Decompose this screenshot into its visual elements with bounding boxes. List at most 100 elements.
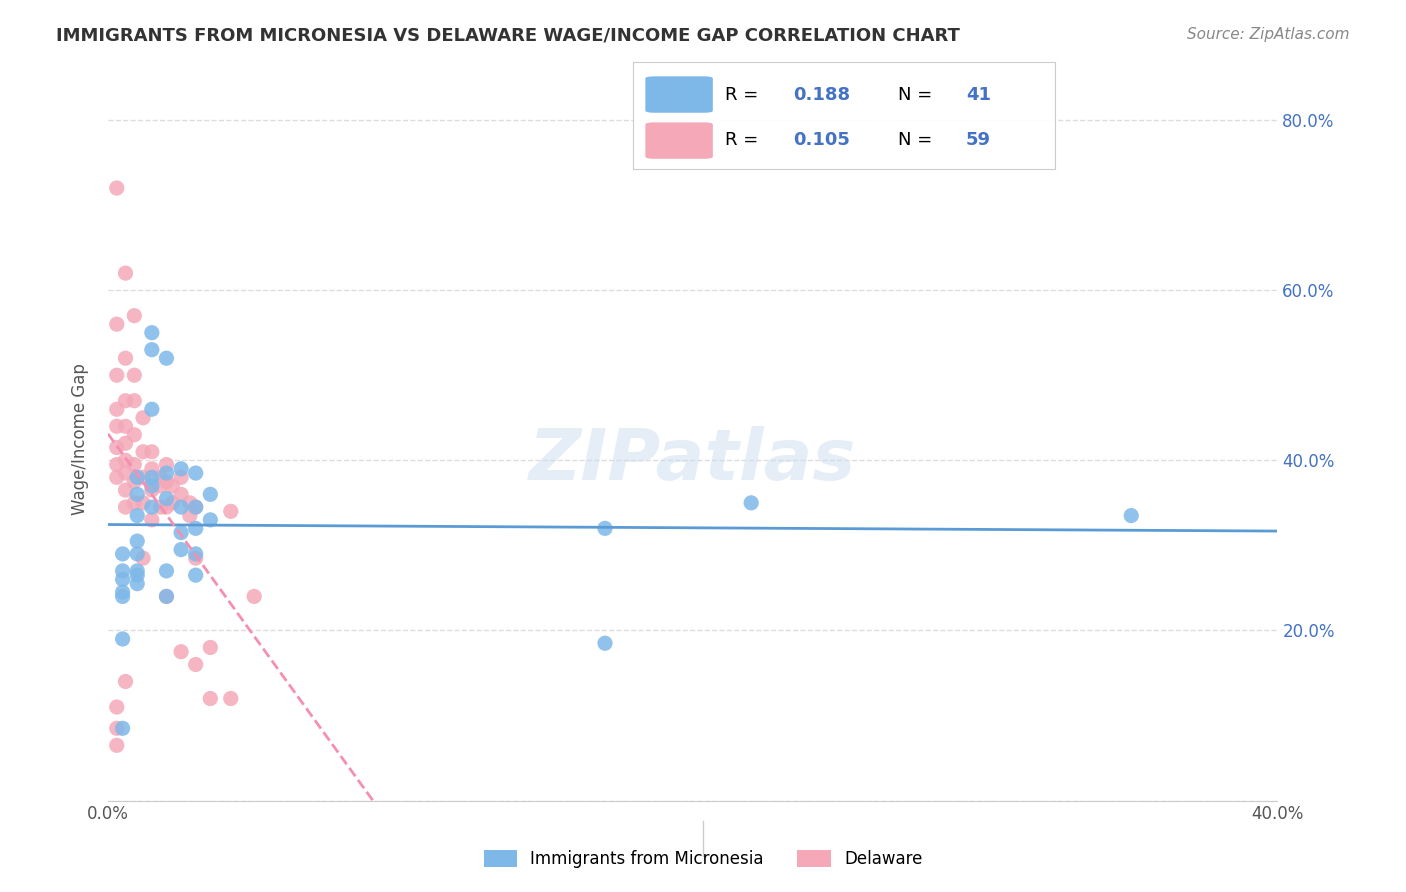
Point xyxy=(111,585,134,599)
Point xyxy=(114,674,136,689)
Point xyxy=(141,500,163,514)
Point xyxy=(127,508,149,523)
Point xyxy=(184,657,207,672)
Point xyxy=(155,590,177,604)
Point xyxy=(155,500,177,514)
Text: 59: 59 xyxy=(966,130,991,148)
Point xyxy=(155,475,177,489)
Point xyxy=(127,470,149,484)
Point xyxy=(162,479,184,493)
Point xyxy=(200,640,222,655)
Point xyxy=(114,466,136,480)
Point xyxy=(127,568,149,582)
Point xyxy=(105,317,128,331)
Point xyxy=(149,479,172,493)
Point xyxy=(105,181,128,195)
Point xyxy=(200,513,222,527)
Point xyxy=(105,402,128,417)
Point xyxy=(111,632,134,646)
Point xyxy=(132,410,155,425)
FancyBboxPatch shape xyxy=(645,122,713,159)
Point xyxy=(141,483,163,497)
Text: N =: N = xyxy=(898,86,938,103)
Point xyxy=(141,444,163,458)
Text: R =: R = xyxy=(725,130,765,148)
Text: IMMIGRANTS FROM MICRONESIA VS DELAWARE WAGE/INCOME GAP CORRELATION CHART: IMMIGRANTS FROM MICRONESIA VS DELAWARE W… xyxy=(56,27,960,45)
Point xyxy=(740,496,762,510)
Point xyxy=(132,496,155,510)
Point xyxy=(184,547,207,561)
Point xyxy=(155,466,177,480)
Point xyxy=(1121,508,1143,523)
Point xyxy=(124,427,146,442)
Point xyxy=(170,525,193,540)
Point xyxy=(200,691,222,706)
Point xyxy=(184,466,207,480)
Y-axis label: Wage/Income Gap: Wage/Income Gap xyxy=(72,363,89,515)
Point xyxy=(124,393,146,408)
Point xyxy=(141,343,163,357)
Point xyxy=(170,500,193,514)
Text: Source: ZipAtlas.com: Source: ZipAtlas.com xyxy=(1187,27,1350,42)
Point xyxy=(593,521,616,535)
Point xyxy=(184,568,207,582)
Point xyxy=(184,500,207,514)
Point xyxy=(114,266,136,280)
Point xyxy=(149,470,172,484)
Point xyxy=(124,475,146,489)
Point xyxy=(170,645,193,659)
Point xyxy=(114,436,136,450)
Point xyxy=(219,504,242,518)
Point xyxy=(170,487,193,501)
Text: 0.188: 0.188 xyxy=(793,86,851,103)
Text: 0.105: 0.105 xyxy=(793,130,849,148)
Point xyxy=(124,368,146,383)
Point xyxy=(184,551,207,566)
Point xyxy=(184,500,207,514)
Point xyxy=(593,636,616,650)
Point xyxy=(124,309,146,323)
Point xyxy=(170,462,193,476)
Point xyxy=(141,326,163,340)
Point xyxy=(111,721,134,735)
Point xyxy=(105,368,128,383)
Point xyxy=(127,487,149,501)
Point xyxy=(155,491,177,506)
Text: R =: R = xyxy=(725,86,765,103)
Point xyxy=(105,470,128,484)
Point xyxy=(111,547,134,561)
Point xyxy=(114,351,136,366)
Point xyxy=(105,419,128,434)
Text: N =: N = xyxy=(898,130,938,148)
Point xyxy=(127,534,149,549)
Point xyxy=(170,542,193,557)
Point xyxy=(179,508,201,523)
Point xyxy=(124,496,146,510)
Point xyxy=(162,496,184,510)
Point xyxy=(141,462,163,476)
Point xyxy=(243,590,266,604)
Point xyxy=(127,576,149,591)
Point xyxy=(132,551,155,566)
Point xyxy=(105,700,128,714)
Point xyxy=(179,496,201,510)
Point xyxy=(219,691,242,706)
Point xyxy=(155,564,177,578)
Point xyxy=(114,419,136,434)
Point xyxy=(200,487,222,501)
Point xyxy=(114,393,136,408)
Point xyxy=(114,500,136,514)
Point xyxy=(141,470,163,484)
Point xyxy=(149,500,172,514)
Point xyxy=(105,721,128,735)
Point xyxy=(132,444,155,458)
Point xyxy=(132,470,155,484)
Point xyxy=(114,483,136,497)
Point xyxy=(141,402,163,417)
Point xyxy=(155,590,177,604)
Point xyxy=(170,470,193,484)
Text: ZIPatlas: ZIPatlas xyxy=(529,426,856,495)
Text: 41: 41 xyxy=(966,86,991,103)
Legend: Immigrants from Micronesia, Delaware: Immigrants from Micronesia, Delaware xyxy=(477,843,929,875)
Point xyxy=(111,590,134,604)
